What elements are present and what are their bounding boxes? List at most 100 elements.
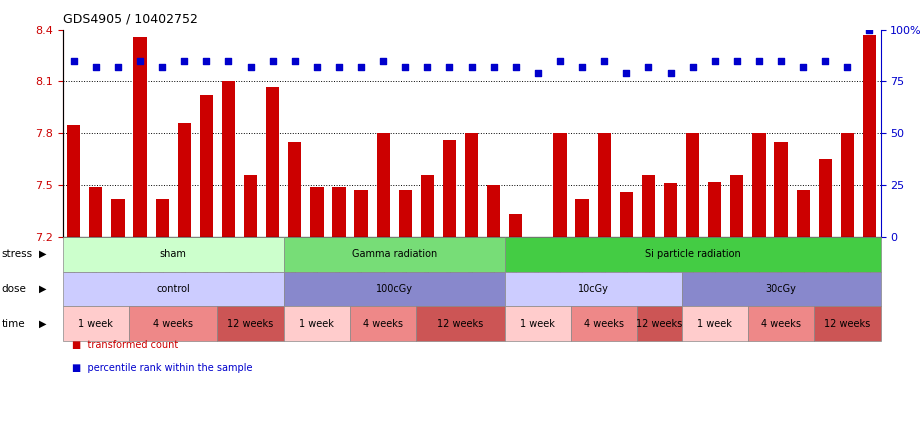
Bar <box>597 133 611 237</box>
Bar <box>553 133 567 237</box>
Bar <box>708 181 721 237</box>
Point <box>862 26 877 33</box>
Point <box>729 57 744 64</box>
Bar <box>797 190 810 237</box>
Text: 100cGy: 100cGy <box>376 284 413 294</box>
Point <box>66 57 81 64</box>
Point <box>552 57 567 64</box>
Text: 1 week: 1 week <box>521 319 555 329</box>
Bar <box>774 142 787 237</box>
Point <box>840 63 855 70</box>
Text: ■  percentile rank within the sample: ■ percentile rank within the sample <box>72 363 253 374</box>
Bar <box>156 199 169 237</box>
Bar <box>178 123 191 237</box>
Point <box>574 63 589 70</box>
Text: ■  transformed count: ■ transformed count <box>72 340 178 350</box>
Point <box>707 57 722 64</box>
Text: 12 weeks: 12 weeks <box>824 319 870 329</box>
Bar <box>134 36 147 237</box>
Text: 30cGy: 30cGy <box>765 284 797 294</box>
Point <box>796 63 810 70</box>
Text: sham: sham <box>160 249 186 259</box>
Point <box>89 63 103 70</box>
Bar <box>112 199 124 237</box>
Point <box>685 63 700 70</box>
Text: 4 weeks: 4 weeks <box>153 319 194 329</box>
Bar <box>487 185 501 237</box>
Text: dose: dose <box>2 284 27 294</box>
Text: ▶: ▶ <box>39 284 46 294</box>
Point <box>243 63 258 70</box>
Bar <box>420 175 434 237</box>
Bar <box>332 187 346 237</box>
Bar <box>244 175 257 237</box>
Point <box>443 63 457 70</box>
Point <box>597 57 611 64</box>
Bar <box>841 133 854 237</box>
Point <box>486 63 501 70</box>
Point <box>818 57 833 64</box>
Point <box>774 57 788 64</box>
Point <box>155 63 170 70</box>
Text: stress: stress <box>2 249 33 259</box>
Bar <box>310 187 324 237</box>
Point <box>751 57 766 64</box>
Bar <box>289 142 301 237</box>
Text: time: time <box>2 319 26 329</box>
Bar <box>376 133 390 237</box>
Point <box>266 57 280 64</box>
Point <box>177 57 192 64</box>
Text: 12 weeks: 12 weeks <box>228 319 274 329</box>
Point <box>376 57 391 64</box>
Point <box>199 57 214 64</box>
Bar <box>575 199 589 237</box>
Bar <box>200 95 213 237</box>
Bar <box>354 190 368 237</box>
Bar <box>863 35 876 237</box>
Point <box>288 57 302 64</box>
Bar <box>443 140 456 237</box>
Point <box>663 70 678 77</box>
Bar <box>222 81 235 237</box>
Bar <box>642 175 655 237</box>
Bar <box>398 190 412 237</box>
Point <box>398 63 413 70</box>
Text: 4 weeks: 4 weeks <box>585 319 624 329</box>
Text: ▶: ▶ <box>39 319 46 329</box>
Point <box>530 70 545 77</box>
Bar <box>465 133 479 237</box>
Point <box>133 57 148 64</box>
Bar <box>819 159 832 237</box>
Point <box>332 63 347 70</box>
Bar <box>89 187 102 237</box>
Point <box>420 63 435 70</box>
Text: 10cGy: 10cGy <box>578 284 609 294</box>
Text: control: control <box>157 284 190 294</box>
Bar <box>266 87 279 237</box>
Point <box>111 63 125 70</box>
Bar <box>509 214 523 237</box>
Text: GDS4905 / 10402752: GDS4905 / 10402752 <box>63 12 197 25</box>
Bar <box>664 183 677 237</box>
Text: ▶: ▶ <box>39 249 46 259</box>
Point <box>465 63 479 70</box>
Text: 1 week: 1 week <box>78 319 113 329</box>
Bar <box>686 133 699 237</box>
Bar <box>67 125 80 237</box>
Point <box>641 63 656 70</box>
Point <box>508 63 523 70</box>
Point <box>619 70 633 77</box>
Point <box>310 63 325 70</box>
Text: 12 weeks: 12 weeks <box>636 319 682 329</box>
Bar <box>752 133 765 237</box>
Text: 1 week: 1 week <box>697 319 732 329</box>
Bar <box>620 192 633 237</box>
Text: 4 weeks: 4 weeks <box>363 319 403 329</box>
Text: 12 weeks: 12 weeks <box>437 319 484 329</box>
Text: 1 week: 1 week <box>300 319 335 329</box>
Bar <box>730 175 743 237</box>
Text: Gamma radiation: Gamma radiation <box>351 249 437 259</box>
Text: 4 weeks: 4 weeks <box>761 319 801 329</box>
Point <box>221 57 236 64</box>
Text: Si particle radiation: Si particle radiation <box>644 249 740 259</box>
